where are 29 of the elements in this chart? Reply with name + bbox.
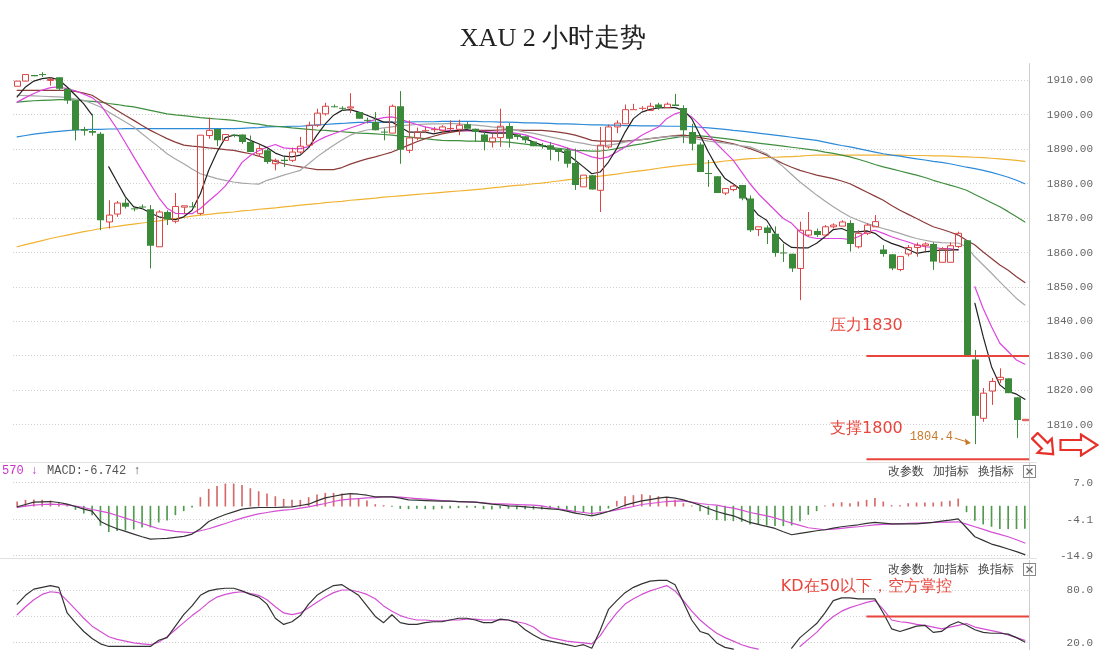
annotation: 换指标 <box>978 464 1014 478</box>
y-tick-label: 1810.00 <box>1046 418 1093 431</box>
chart-title: XAU 2 小时走势 <box>459 23 647 53</box>
y-tick-label: 1870.00 <box>1046 212 1093 225</box>
y-tick-label: -4.1 <box>1066 513 1094 526</box>
annotation: 改参数 <box>888 562 924 576</box>
y-tick-label: 80.0 <box>1066 583 1093 596</box>
y-tick-label: 20.0 <box>1066 636 1093 649</box>
annotation: MACD:-6.742 ↑ <box>47 464 141 478</box>
y-tick-label: 1820.00 <box>1046 384 1093 397</box>
y-tick-label: 1830.00 <box>1046 349 1093 362</box>
y-tick-label: 1880.00 <box>1046 177 1093 190</box>
y-tick-label: 1840.00 <box>1046 315 1093 328</box>
y-tick-label: 1910.00 <box>1046 74 1093 87</box>
ref-line-label: 压力1830 <box>830 315 903 335</box>
y-tick-label: 7.0 <box>1073 476 1093 489</box>
y-tick-label: 1850.00 <box>1046 280 1093 293</box>
y-tick-label: -14.9 <box>1059 549 1093 562</box>
annotation: 570 ↓ <box>2 464 39 478</box>
ref-line-label: 支撑1800 <box>830 418 903 438</box>
ref-line-label: KD在50以下，空方掌控 <box>780 575 953 595</box>
y-tick-label: 1900.00 <box>1046 108 1093 121</box>
annotation: 换指标 <box>978 562 1014 576</box>
annotation: 加指标 <box>933 562 969 576</box>
y-tick-label: 1890.00 <box>1046 143 1093 156</box>
annotation: 1804.4 <box>909 430 953 445</box>
annotation: 加指标 <box>933 464 969 478</box>
annotation: 改参数 <box>888 464 924 478</box>
y-tick-label: 1860.00 <box>1046 246 1093 259</box>
